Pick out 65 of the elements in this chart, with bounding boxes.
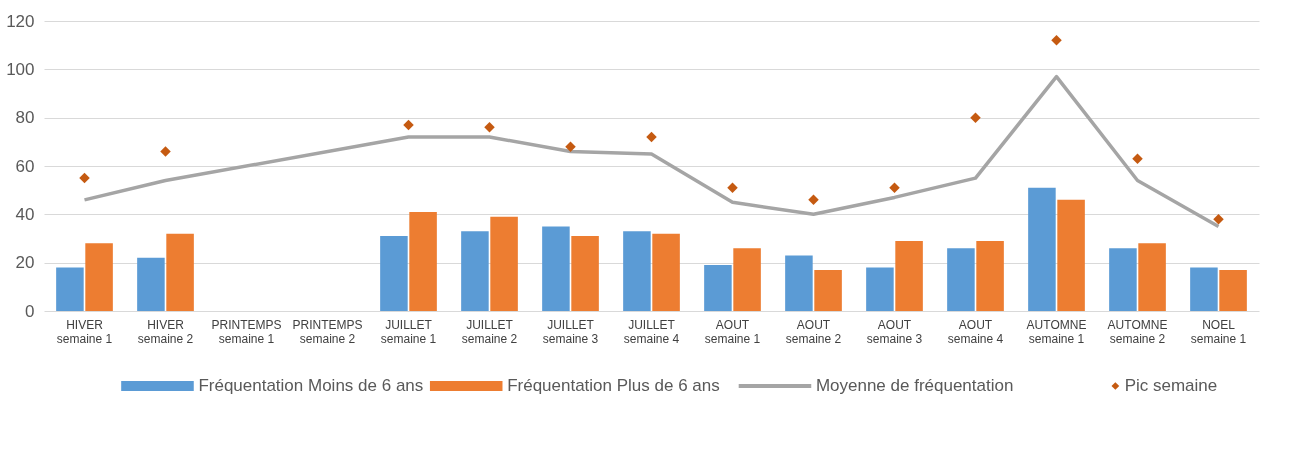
x-tick-label: JUILLET semaine 2 [461, 317, 518, 346]
legend-label: Moyenne de fréquentation [815, 376, 1014, 395]
bar [704, 265, 732, 311]
bar [623, 231, 651, 311]
point [889, 182, 900, 193]
legend-label: Fréquentation Plus de 6 ans [507, 376, 720, 395]
bar [1057, 199, 1085, 311]
x-tick-label: AOUT semaine 4 [947, 317, 1004, 346]
bar [866, 267, 894, 311]
point [727, 182, 738, 193]
bar [137, 257, 165, 311]
point [403, 119, 414, 131]
point [646, 131, 657, 143]
y-tick-label: 80 [15, 108, 35, 128]
bar [976, 240, 1004, 311]
bar [409, 211, 437, 311]
x-tick-label: AOUT semaine 1 [704, 317, 761, 346]
y-tick-label: 60 [15, 156, 35, 176]
bar [380, 236, 408, 311]
legend-label: Fréquentation Moins de 6 ans [198, 376, 424, 395]
y-tick-label: 100 [6, 59, 35, 79]
bar [1109, 248, 1137, 311]
point [1213, 213, 1224, 225]
x-tick-label: PRINTEMPS semaine 2 [292, 317, 363, 346]
bar [56, 267, 84, 311]
y-tick-label: 0 [25, 301, 35, 321]
bar [1190, 267, 1218, 311]
x-tick-label: AOUT semaine 3 [866, 317, 923, 346]
bar [733, 248, 761, 311]
point [565, 141, 576, 152]
point [160, 146, 171, 157]
point [79, 172, 90, 184]
x-tick-label: JUILLET semaine 3 [542, 317, 599, 346]
bar [85, 243, 113, 311]
x-tick-label: AOUT semaine 2 [785, 317, 842, 346]
point [1051, 35, 1062, 46]
point [970, 112, 981, 123]
x-tick-label: HIVER semaine 1 [56, 317, 113, 346]
x-tick-label: NOEL semaine 1 [1190, 317, 1247, 346]
bar [1138, 243, 1166, 311]
bar [947, 248, 975, 311]
legend-label: Pic semaine [1124, 376, 1218, 395]
point [808, 194, 819, 206]
bar [1219, 269, 1247, 311]
x-tick-label: JUILLET semaine 4 [623, 317, 680, 346]
x-tick-label: AUTOMNE semaine 1 [1026, 317, 1087, 346]
y-tick-label: 20 [15, 253, 35, 273]
bar [166, 233, 194, 311]
bar [571, 236, 599, 311]
x-tick-label: JUILLET semaine 1 [380, 317, 437, 346]
bar [1028, 187, 1056, 311]
bar [814, 269, 842, 311]
bar [490, 216, 518, 311]
bar [461, 231, 489, 311]
point [484, 122, 495, 133]
x-tick-label: AUTOMNE semaine 2 [1107, 317, 1168, 346]
point [1132, 153, 1143, 164]
y-tick-label: 120 [6, 11, 35, 31]
bar [895, 240, 923, 311]
y-tick-label: 40 [15, 204, 35, 224]
bar [785, 255, 813, 311]
bar [652, 233, 680, 311]
x-tick-label: HIVER semaine 2 [137, 317, 194, 346]
x-tick-label: PRINTEMPS semaine 1 [211, 317, 282, 346]
bar [542, 226, 570, 311]
